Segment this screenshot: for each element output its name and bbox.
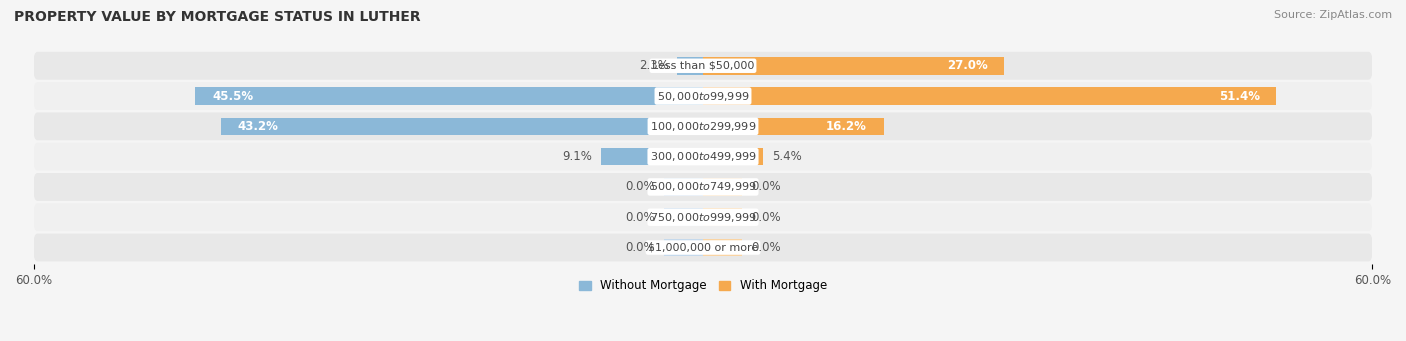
Text: 27.0%: 27.0% [946,59,987,72]
Text: $300,000 to $499,999: $300,000 to $499,999 [650,150,756,163]
Bar [703,148,763,165]
Text: 0.0%: 0.0% [751,180,780,193]
Bar [703,87,1277,105]
FancyBboxPatch shape [34,203,1372,231]
FancyBboxPatch shape [34,113,1372,140]
Bar [664,239,703,256]
Text: $1,000,000 or more: $1,000,000 or more [648,242,758,253]
Text: 0.0%: 0.0% [751,211,780,224]
FancyBboxPatch shape [34,143,1372,170]
Legend: Without Mortgage, With Mortgage: Without Mortgage, With Mortgage [574,275,832,297]
Text: $750,000 to $999,999: $750,000 to $999,999 [650,211,756,224]
Text: 43.2%: 43.2% [238,120,278,133]
Bar [703,178,742,196]
Text: 2.3%: 2.3% [638,59,668,72]
FancyBboxPatch shape [34,173,1372,201]
Text: 9.1%: 9.1% [562,150,592,163]
Text: Source: ZipAtlas.com: Source: ZipAtlas.com [1274,10,1392,20]
Text: Less than $50,000: Less than $50,000 [652,61,754,71]
Text: $50,000 to $99,999: $50,000 to $99,999 [657,90,749,103]
Bar [678,57,703,75]
Bar [664,178,703,196]
Text: 0.0%: 0.0% [626,241,655,254]
Text: 0.0%: 0.0% [751,241,780,254]
FancyBboxPatch shape [34,52,1372,80]
Text: $500,000 to $749,999: $500,000 to $749,999 [650,180,756,193]
Text: 45.5%: 45.5% [212,90,253,103]
Text: 16.2%: 16.2% [827,120,868,133]
Text: PROPERTY VALUE BY MORTGAGE STATUS IN LUTHER: PROPERTY VALUE BY MORTGAGE STATUS IN LUT… [14,10,420,24]
Text: 5.4%: 5.4% [772,150,801,163]
Bar [703,239,742,256]
Text: $100,000 to $299,999: $100,000 to $299,999 [650,120,756,133]
Bar [703,57,1004,75]
Bar [703,208,742,226]
Bar [602,148,703,165]
Bar [221,118,703,135]
Text: 0.0%: 0.0% [626,211,655,224]
FancyBboxPatch shape [34,82,1372,110]
FancyBboxPatch shape [34,234,1372,262]
Bar [664,208,703,226]
Bar [703,118,884,135]
Text: 0.0%: 0.0% [626,180,655,193]
Text: 51.4%: 51.4% [1219,90,1260,103]
Bar [195,87,703,105]
